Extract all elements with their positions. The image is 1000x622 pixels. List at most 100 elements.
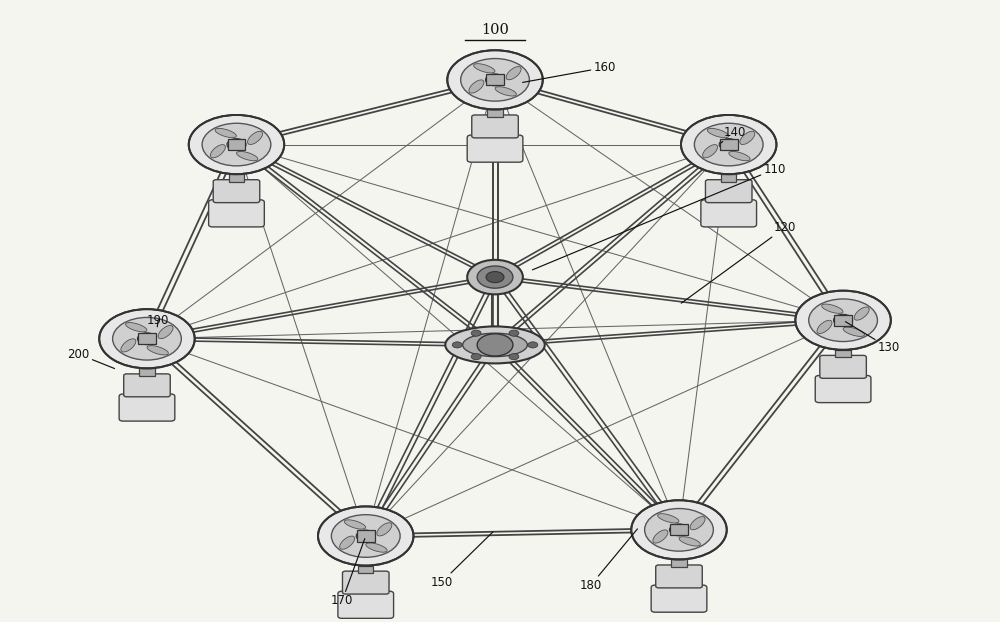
Ellipse shape — [126, 323, 147, 332]
FancyBboxPatch shape — [701, 200, 757, 227]
FancyBboxPatch shape — [124, 374, 170, 397]
Text: 190: 190 — [147, 313, 169, 327]
Bar — [721, 174, 736, 182]
Bar — [229, 174, 244, 182]
Circle shape — [447, 50, 543, 109]
Circle shape — [477, 266, 513, 288]
Ellipse shape — [658, 514, 679, 523]
Circle shape — [452, 342, 462, 348]
Circle shape — [486, 272, 504, 282]
Circle shape — [795, 290, 891, 350]
Bar — [835, 350, 851, 357]
Circle shape — [189, 115, 284, 174]
FancyBboxPatch shape — [342, 571, 389, 594]
Bar — [139, 368, 155, 376]
Bar — [834, 315, 852, 326]
Ellipse shape — [817, 320, 832, 333]
Ellipse shape — [366, 543, 387, 552]
Circle shape — [467, 260, 523, 294]
FancyBboxPatch shape — [815, 376, 871, 402]
FancyBboxPatch shape — [651, 585, 707, 612]
Text: 140: 140 — [721, 126, 746, 143]
FancyBboxPatch shape — [119, 394, 175, 421]
Ellipse shape — [703, 144, 718, 158]
Ellipse shape — [740, 131, 755, 144]
Circle shape — [645, 509, 713, 551]
Text: 120: 120 — [681, 221, 796, 303]
Circle shape — [809, 299, 877, 341]
Ellipse shape — [340, 536, 355, 549]
Circle shape — [99, 309, 195, 368]
Text: 160: 160 — [523, 61, 616, 83]
Ellipse shape — [121, 339, 136, 352]
FancyBboxPatch shape — [656, 565, 702, 588]
Ellipse shape — [463, 333, 527, 356]
Bar — [357, 531, 375, 542]
Ellipse shape — [377, 522, 392, 536]
Circle shape — [356, 530, 375, 542]
Ellipse shape — [653, 530, 668, 543]
Circle shape — [202, 123, 271, 166]
Circle shape — [509, 353, 519, 360]
Circle shape — [631, 500, 727, 559]
Circle shape — [113, 317, 181, 360]
FancyBboxPatch shape — [467, 135, 523, 162]
FancyBboxPatch shape — [338, 592, 394, 618]
Ellipse shape — [469, 80, 484, 93]
Text: 180: 180 — [580, 529, 637, 592]
Bar — [228, 139, 245, 150]
Circle shape — [471, 353, 481, 360]
Ellipse shape — [344, 520, 366, 529]
Ellipse shape — [690, 516, 705, 530]
Ellipse shape — [474, 63, 495, 73]
Bar — [486, 74, 504, 85]
Ellipse shape — [506, 67, 521, 80]
Text: 200: 200 — [67, 348, 115, 368]
Text: 170: 170 — [331, 539, 365, 607]
Ellipse shape — [237, 151, 258, 160]
Ellipse shape — [822, 304, 843, 313]
FancyBboxPatch shape — [209, 200, 264, 227]
Ellipse shape — [843, 327, 864, 337]
Circle shape — [528, 342, 538, 348]
Circle shape — [485, 74, 505, 86]
Ellipse shape — [445, 327, 545, 363]
FancyBboxPatch shape — [213, 180, 260, 203]
Circle shape — [509, 330, 519, 337]
Bar — [671, 559, 687, 567]
Text: 100: 100 — [481, 22, 509, 37]
Circle shape — [477, 334, 513, 356]
Ellipse shape — [248, 131, 263, 144]
FancyBboxPatch shape — [820, 355, 866, 378]
Bar — [358, 565, 373, 573]
Ellipse shape — [215, 128, 236, 137]
Bar — [487, 109, 503, 117]
Ellipse shape — [158, 325, 173, 339]
Circle shape — [461, 58, 529, 101]
Circle shape — [669, 524, 689, 536]
Circle shape — [318, 506, 413, 565]
Circle shape — [834, 314, 853, 326]
Circle shape — [694, 123, 763, 166]
FancyBboxPatch shape — [472, 115, 518, 138]
Bar — [670, 524, 688, 536]
Ellipse shape — [679, 537, 700, 546]
Ellipse shape — [495, 86, 516, 96]
Text: 150: 150 — [430, 532, 493, 589]
Circle shape — [227, 139, 246, 151]
Circle shape — [137, 333, 157, 345]
Bar — [720, 139, 738, 150]
FancyBboxPatch shape — [705, 180, 752, 203]
Text: 110: 110 — [532, 163, 786, 270]
Circle shape — [331, 514, 400, 557]
Ellipse shape — [729, 151, 750, 160]
Circle shape — [681, 115, 776, 174]
Ellipse shape — [854, 307, 869, 320]
Circle shape — [471, 330, 481, 337]
Text: 130: 130 — [845, 322, 900, 355]
Bar — [138, 333, 156, 345]
Ellipse shape — [210, 144, 225, 158]
Circle shape — [719, 139, 738, 151]
Ellipse shape — [707, 128, 729, 137]
Ellipse shape — [147, 346, 168, 355]
